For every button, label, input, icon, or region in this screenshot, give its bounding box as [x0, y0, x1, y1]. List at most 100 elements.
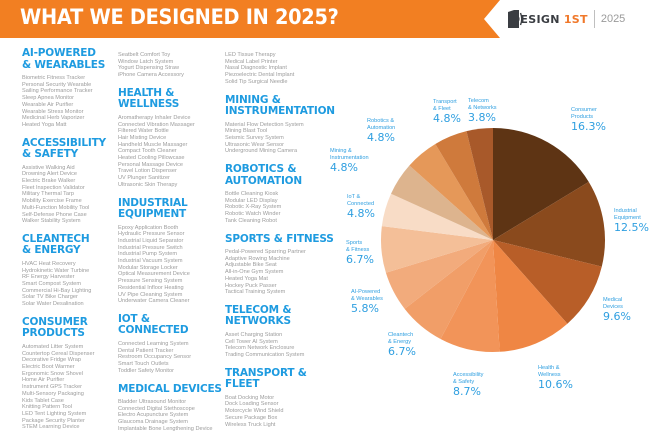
category-title: CLEANTECH & ENERGY: [22, 233, 132, 257]
product-item: Instrument GPS Tracker: [22, 384, 82, 391]
product-item: UV Plunger Sanitizer: [118, 175, 170, 182]
pie-slice: [493, 128, 589, 240]
category-title-line: CONNECTED: [118, 324, 189, 337]
category-title: MEDICAL DEVICES: [118, 383, 228, 396]
product-item: Personal Security Wearable: [22, 81, 92, 88]
pie-slice-name: Connected: [347, 200, 375, 207]
product-item: Medicinal Herb Vaporizer: [22, 115, 85, 122]
pie-slice: [435, 131, 493, 240]
product-item: Bottle Cleaning Kiosk: [225, 191, 279, 198]
product-item: Connected Vibration Massager: [118, 121, 195, 128]
product-item: Military Thermal Tarp: [22, 191, 75, 198]
product-item: Underwater Camera Cleaner: [118, 298, 190, 305]
product-item: Tactical Training System: [225, 289, 286, 296]
category-title-line: AI-POWERED: [22, 47, 96, 59]
product-item: Industrial Pump System: [118, 251, 178, 258]
category-mining-instrumentation: MINING & INSTRUMENTATION Material Flow Det…: [225, 94, 335, 156]
product-item: Assistive Walking Aid: [22, 164, 75, 171]
pie-slice-name: & Fitness: [346, 246, 370, 253]
product-item: Yogurt Dispensing Straw: [118, 65, 180, 72]
product-item: Epoxy Application Booth: [118, 224, 179, 231]
product-item: Heated Cooling Pillowcase: [118, 155, 185, 162]
product-item: All-in-One Gym System: [225, 269, 284, 276]
product-item: Seismic Survey System: [225, 134, 284, 141]
product-item: Implantable Bone Lengthening Device: [118, 425, 213, 432]
pie-slice: [404, 240, 493, 339]
divider: [593, 10, 595, 28]
category-title-line: ROBOTICS &: [225, 163, 297, 176]
category-robotics-automation: ROBOTICS & AUTOMATION Bottle Cleaning Kios…: [225, 164, 335, 225]
product-item: UV Pipe Cleaning System: [118, 291, 183, 298]
category-title-line: ACCESSIBILITY: [22, 136, 106, 149]
product-item: Walker Stability System: [22, 218, 81, 225]
header-banner: WHAT WE DESIGNED IN 2025? DESIGN 1ST 202…: [0, 0, 670, 38]
pie-slice-name: & Energy: [388, 338, 412, 345]
pie-slice-name: Equipment: [614, 214, 641, 221]
category-title-line: NETWORKS: [225, 315, 291, 328]
pie-slice: [440, 240, 500, 352]
product-item: Drowning Alert Device: [22, 171, 78, 178]
pie-slice-name: Wellness: [538, 371, 561, 378]
product-item: Asset Charging Station: [225, 331, 283, 338]
pie-slice: [466, 128, 493, 240]
category-column-1: AI-POWERED & WEARABLES Biometric Fitness T…: [22, 47, 132, 440]
category-title: ACCESSIBILITY & SAFETY: [22, 136, 132, 161]
product-item: Seatbelt Comfort Toy: [118, 52, 171, 58]
product-item: Window Latch System: [118, 58, 174, 65]
category-consumer-products: CONSUMER PRODUCTS Automated Litter System C…: [22, 316, 132, 431]
pie-slice-name: IoT &: [347, 194, 361, 200]
pie-slice-value: 6.7%: [388, 345, 416, 359]
product-item: Sleep Apnea Monitor: [22, 95, 74, 102]
category-column-3: LED Tissue Therapy Medical Label Printer N…: [225, 52, 335, 437]
brand-logo: DESIGN 1ST 2025: [507, 9, 625, 29]
pie-slice-name: Cleantech: [388, 332, 414, 338]
category-title-line: SPORTS & FITNESS: [225, 232, 334, 245]
pie-slice-label: IoT & Connected 4.8%: [347, 194, 375, 220]
product-item: Medical Label Printer: [225, 58, 278, 65]
product-item: Home Air Purifier: [22, 377, 65, 384]
product-item: Adaptive Rowing Machine: [225, 255, 290, 262]
category-title-line: INDUSTRIAL: [118, 196, 188, 209]
pie-slice: [381, 193, 493, 240]
product-item: Pressure Sensing System: [118, 278, 183, 285]
product-item: Package Security Planter: [22, 417, 85, 424]
product-item: Automated Litter System: [22, 343, 84, 350]
product-item: Trading Communication System: [225, 352, 305, 359]
product-item: Ergonomic Snow Shovel: [22, 370, 83, 377]
product-item: Heated Yoga Matt: [22, 121, 67, 128]
pie-slice-name: Mining &: [330, 148, 352, 154]
category-title-line: & WEARABLES: [22, 58, 106, 71]
product-item: Electric Brake Walker: [22, 178, 76, 185]
category-industrial-equipment: INDUSTRIAL EQUIPMENT Epoxy Application Boo…: [118, 196, 228, 305]
product-item: Compact Tooth Cleaner: [118, 148, 177, 155]
product-item: Hydrokinetic Water Turbine: [22, 267, 90, 274]
brand-year: 2025: [600, 13, 626, 25]
pie-slice-value: 8.7%: [453, 385, 481, 399]
product-item: Biometric Fitness Tracker: [22, 75, 86, 81]
product-item: Glaucoma Drainage System: [118, 419, 188, 426]
category-title-line: & ENERGY: [22, 244, 81, 257]
product-item: Decorative Fridge Wrap: [22, 357, 81, 364]
pie-slice: [493, 240, 568, 352]
pie-chart-svg: [381, 128, 605, 352]
pie-slice-label: Health & Wellness 10.6%: [538, 365, 573, 391]
pie-slice-label: Industrial Equipment 12.5%: [614, 208, 649, 234]
category-title-line: TELECOM &: [225, 303, 292, 316]
pie-slice-label: Telecom & Networks 3.8%: [468, 98, 497, 124]
pie-slice: [493, 240, 602, 324]
category-title-line: INSTRUMENTATION: [225, 105, 335, 118]
pie-slice-name: Telecom: [468, 98, 489, 104]
product-item: Smart Compost System: [22, 281, 82, 288]
product-item: Modular LED Display: [225, 197, 278, 204]
design1st-logo-icon: [508, 10, 523, 28]
product-item: Travel Lotion Dispenser: [118, 168, 177, 175]
product-item: Industrial Pressure Switch: [118, 244, 183, 251]
product-item: Dock Loading Sensor: [225, 401, 279, 408]
pie-slice-label: AI-Powered & Wearables 5.8%: [351, 289, 383, 315]
product-item: Electro Acupuncture System: [118, 412, 189, 419]
pie-slice-label: Cleantech & Energy 6.7%: [388, 332, 416, 358]
product-item: Tank Cleaning Robot: [225, 217, 277, 224]
product-item: Handheld Muscle Massager: [118, 141, 188, 148]
pie-slice-name: Industrial: [614, 208, 637, 214]
product-item: iPhone Camera Accessory: [118, 72, 184, 79]
